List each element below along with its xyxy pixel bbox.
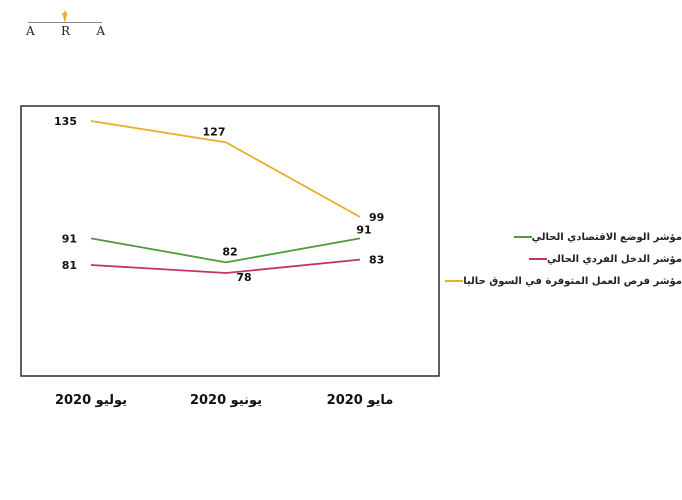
- series-line-2: [90, 120, 361, 218]
- data-label-2-1: 127: [203, 125, 226, 138]
- data-label-2-2: 99: [369, 211, 384, 224]
- series-line-1: [90, 258, 361, 274]
- chart-legend: مؤشر الوضع الاقتصادي الحالي مؤشر الدخل ال…: [445, 226, 682, 292]
- logo-wordmark: A R A: [26, 24, 106, 38]
- legend-label-2: مؤشر فرص العمل المتوفرة في السوق حاليا: [463, 275, 682, 287]
- logo-letter-r: R: [60, 24, 72, 38]
- series-line-0: [90, 237, 361, 264]
- legend-item-2: مؤشر فرص العمل المتوفرة في السوق حاليا: [445, 270, 682, 292]
- x-tick-layer: يوليو 2020 يونيو 2020 مايو 2020: [55, 393, 393, 408]
- data-label-1-0: 81: [62, 259, 77, 272]
- x-tick-label-1: يونيو 2020: [190, 393, 262, 408]
- data-label-layer: 91 82 91 81 78 83 135 127 99: [54, 115, 384, 284]
- legend-label-1: مؤشر الدخل الفردي الحالي: [547, 253, 682, 265]
- data-label-1-1: 78: [236, 271, 251, 284]
- legend-swatch-1: [529, 258, 548, 260]
- data-label-2-0: 135: [54, 115, 77, 128]
- data-label-0-1: 82: [222, 245, 237, 258]
- flame-icon: [62, 10, 68, 22]
- legend-item-0: مؤشر الوضع الاقتصادي الحالي: [446, 226, 682, 248]
- logo-divider: [28, 22, 102, 23]
- legend-label-0: مؤشر الوضع الاقتصادي الحالي: [531, 231, 682, 243]
- legend-item-1: مؤشر الدخل الفردي الحالي: [446, 248, 682, 270]
- logo-letter-a1: A: [26, 24, 36, 38]
- series-layer: [90, 120, 361, 274]
- legend-swatch-2: [445, 280, 464, 282]
- data-label-1-2: 83: [369, 254, 384, 267]
- x-tick-label-0: يوليو 2020: [55, 393, 127, 408]
- legend-swatch-0: [513, 236, 532, 238]
- ara-logo: A R A: [26, 10, 106, 42]
- logo-letter-a2: A: [96, 24, 106, 38]
- plot-frame: [20, 105, 440, 377]
- data-label-0-2: 91: [356, 223, 371, 236]
- x-tick-label-2: مايو 2020: [327, 393, 394, 408]
- data-label-0-0: 91: [62, 232, 77, 245]
